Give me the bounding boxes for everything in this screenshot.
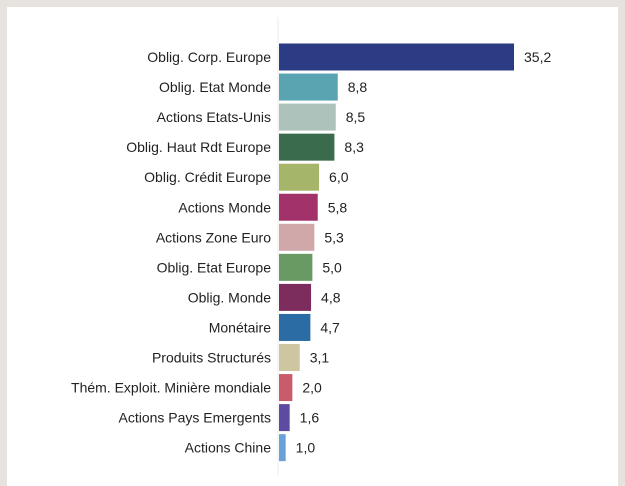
category-label: Oblig. Corp. Europe [147,49,271,65]
category-label: Produits Structurés [152,350,271,366]
bar [279,133,335,161]
bar [279,163,320,191]
value-label: 8,3 [344,139,364,155]
value-label: 1,6 [300,410,320,426]
category-label: Oblig. Haut Rdt Europe [126,139,271,155]
value-label: 1,0 [296,440,316,456]
value-label: 8,5 [346,109,366,125]
category-label: Oblig. Monde [188,289,271,305]
bar [279,283,312,311]
chart-card: Oblig. Corp. Europe 35,2 Oblig. Etat Monde… [7,7,618,486]
category-label: Actions Chine [185,440,272,456]
value-label: 5,0 [322,259,342,275]
value-label: 4,8 [321,289,341,305]
category-label: Monétaire [209,319,271,335]
value-label: 8,8 [348,79,368,95]
bar [279,73,338,101]
value-label: 3,1 [310,350,330,366]
bar [279,43,514,71]
allocation-bar-chart: Oblig. Corp. Europe 35,2 Oblig. Etat Monde… [71,17,551,476]
value-label: 35,2 [524,49,551,65]
category-label: Actions Zone Euro [156,229,271,245]
category-label: Oblig. Etat Monde [159,79,271,95]
bar [279,313,311,341]
bar [279,344,300,371]
category-label: Oblig. Crédit Europe [144,169,271,185]
category-label: Actions Pays Emergents [118,410,271,426]
value-label: 6,0 [329,169,349,185]
value-label: 5,3 [324,229,344,245]
bar [279,404,290,432]
bar [279,103,336,131]
value-label: 5,8 [328,199,348,215]
value-label: 4,7 [320,319,340,335]
bar [279,434,286,462]
category-label: Thém. Exploit. Minière mondiale [71,380,271,396]
bar [279,223,315,251]
bar [279,193,318,221]
bar [279,374,293,402]
value-label: 2,0 [302,380,322,396]
bar [279,253,313,281]
category-label: Actions Monde [178,199,271,215]
category-label: Actions Etats-Unis [157,109,271,125]
category-label: Oblig. Etat Europe [157,259,272,275]
